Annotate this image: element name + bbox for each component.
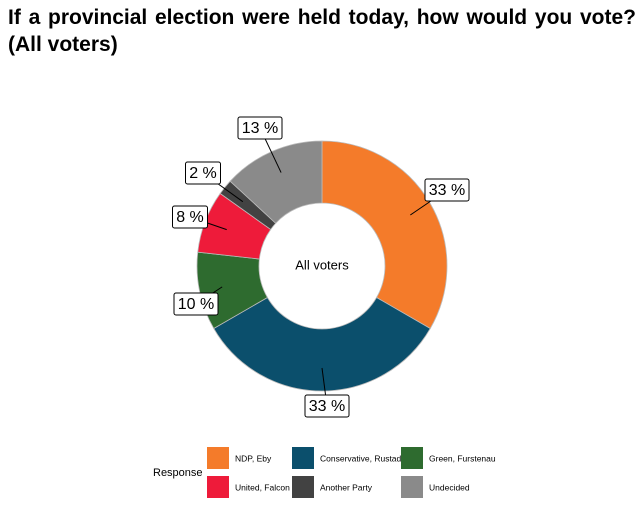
legend-swatch bbox=[207, 476, 229, 498]
legend-label: Another Party bbox=[320, 482, 373, 492]
data-label: 13 % bbox=[242, 120, 278, 137]
donut-slice bbox=[321, 140, 448, 330]
legend-swatch bbox=[401, 447, 423, 469]
label-box bbox=[424, 178, 470, 202]
donut-slice bbox=[229, 140, 323, 224]
legend-label: United, Falcon bbox=[235, 482, 290, 492]
data-label: 8 % bbox=[176, 209, 204, 226]
label-box bbox=[172, 205, 208, 229]
donut-slice bbox=[213, 296, 431, 392]
legend-swatch bbox=[401, 476, 423, 498]
legend-label: Conservative, Rustad bbox=[320, 453, 402, 463]
legend-swatch bbox=[207, 447, 229, 469]
legend-label: Undecided bbox=[429, 482, 470, 492]
center-label: All voters bbox=[295, 257, 349, 272]
label-box bbox=[237, 116, 283, 140]
data-label: 33 % bbox=[429, 182, 465, 199]
chart-title: If a provincial election were held today… bbox=[8, 6, 636, 56]
label-box bbox=[185, 161, 221, 185]
data-label: 33 % bbox=[309, 398, 345, 415]
data-label: 10 % bbox=[178, 296, 214, 313]
legend-label: NDP, Eby bbox=[235, 453, 272, 463]
data-label: 2 % bbox=[189, 165, 217, 182]
label-box bbox=[304, 394, 350, 418]
label-box bbox=[173, 292, 219, 316]
legend-swatch bbox=[292, 447, 314, 469]
legend-swatch bbox=[292, 476, 314, 498]
legend-label: Green, Furstenau bbox=[429, 453, 496, 463]
legend-title: Response bbox=[153, 467, 203, 479]
